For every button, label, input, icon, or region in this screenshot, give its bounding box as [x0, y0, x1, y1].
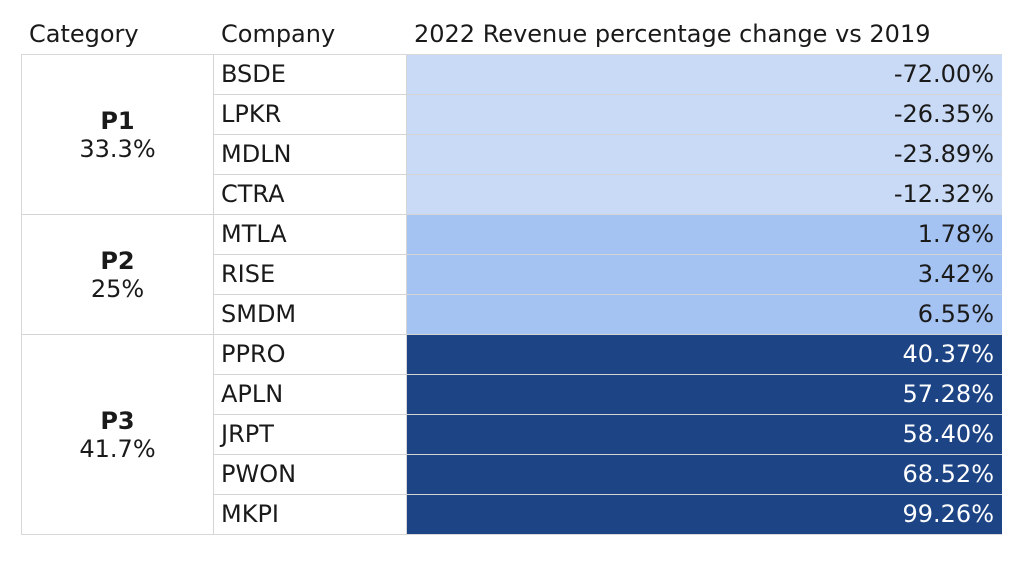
revenue-change-table: Category Company 2022 Revenue percentage… — [21, 14, 1002, 535]
category-cell: P1 33.3% — [22, 55, 214, 214]
revenue-change-cell: 6.55% — [407, 295, 1002, 334]
revenue-change-cell: 57.28% — [407, 375, 1002, 414]
category-name: P1 — [100, 106, 135, 135]
company-cell: PPRO — [214, 335, 407, 374]
company-cell: BSDE — [214, 55, 407, 94]
company-rows: BSDE -72.00% LPKR -26.35% MDLN -23.89% CTRA -12… — [214, 55, 1002, 214]
revenue-change-cell: 3.42% — [407, 255, 1002, 294]
company-cell: APLN — [214, 375, 407, 414]
revenue-change-cell: 40.37% — [407, 335, 1002, 374]
category-cell: P2 25% — [22, 215, 214, 334]
table-row: LPKR -26.35% — [214, 94, 1002, 134]
company-cell: PWON — [214, 455, 407, 494]
category-group-p2: P2 25% MTLA 1.78% RISE 3.42% SMDM 6.55% — [22, 214, 1002, 334]
revenue-change-cell: 68.52% — [407, 455, 1002, 494]
revenue-change-cell: -72.00% — [407, 55, 1002, 94]
company-cell: RISE — [214, 255, 407, 294]
table-row: SMDM 6.55% — [214, 294, 1002, 334]
company-cell: CTRA — [214, 175, 407, 214]
table-row: MDLN -23.89% — [214, 134, 1002, 174]
table-row: RISE 3.42% — [214, 254, 1002, 294]
header-revenue-change: 2022 Revenue percentage change vs 2019 — [414, 20, 931, 48]
company-cell: LPKR — [214, 95, 407, 134]
header-company: Company — [221, 20, 336, 48]
table-row: CTRA -12.32% — [214, 174, 1002, 214]
table-body: P1 33.3% BSDE -72.00% LPKR -26.35% MDLN -23.89%… — [21, 54, 1002, 535]
revenue-change-cell: 58.40% — [407, 415, 1002, 454]
table-row: BSDE -72.00% — [214, 55, 1002, 94]
company-rows: PPRO 40.37% APLN 57.28% JRPT 58.40% PWON 68.52%… — [214, 335, 1002, 534]
header-category: Category — [29, 20, 139, 48]
table-row: MKPI 99.26% — [214, 494, 1002, 534]
company-cell: MDLN — [214, 135, 407, 174]
company-cell: JRPT — [214, 415, 407, 454]
category-name: P2 — [100, 246, 135, 275]
company-rows: MTLA 1.78% RISE 3.42% SMDM 6.55% — [214, 215, 1002, 334]
revenue-change-cell: 99.26% — [407, 495, 1002, 534]
category-share: 25% — [90, 274, 145, 303]
company-cell: SMDM — [214, 295, 407, 334]
table-row: JRPT 58.40% — [214, 414, 1002, 454]
table-header-row: Category Company 2022 Revenue percentage… — [21, 14, 1002, 54]
category-name: P3 — [100, 406, 135, 435]
table-row: MTLA 1.78% — [214, 215, 1002, 254]
category-cell: P3 41.7% — [22, 335, 214, 534]
revenue-change-cell: -12.32% — [407, 175, 1002, 214]
category-group-p1: P1 33.3% BSDE -72.00% LPKR -26.35% MDLN -23.89%… — [22, 55, 1002, 214]
revenue-change-cell: 1.78% — [407, 215, 1002, 254]
revenue-change-cell: -23.89% — [407, 135, 1002, 174]
company-cell: MTLA — [214, 215, 407, 254]
company-cell: MKPI — [214, 495, 407, 534]
category-share: 41.7% — [79, 434, 156, 463]
category-group-p3: P3 41.7% PPRO 40.37% APLN 57.28% JRPT 58.40% PWO… — [22, 334, 1002, 534]
table-row: PPRO 40.37% — [214, 335, 1002, 374]
table-row: APLN 57.28% — [214, 374, 1002, 414]
revenue-change-cell: -26.35% — [407, 95, 1002, 134]
category-share: 33.3% — [79, 134, 156, 163]
table-row: PWON 68.52% — [214, 454, 1002, 494]
